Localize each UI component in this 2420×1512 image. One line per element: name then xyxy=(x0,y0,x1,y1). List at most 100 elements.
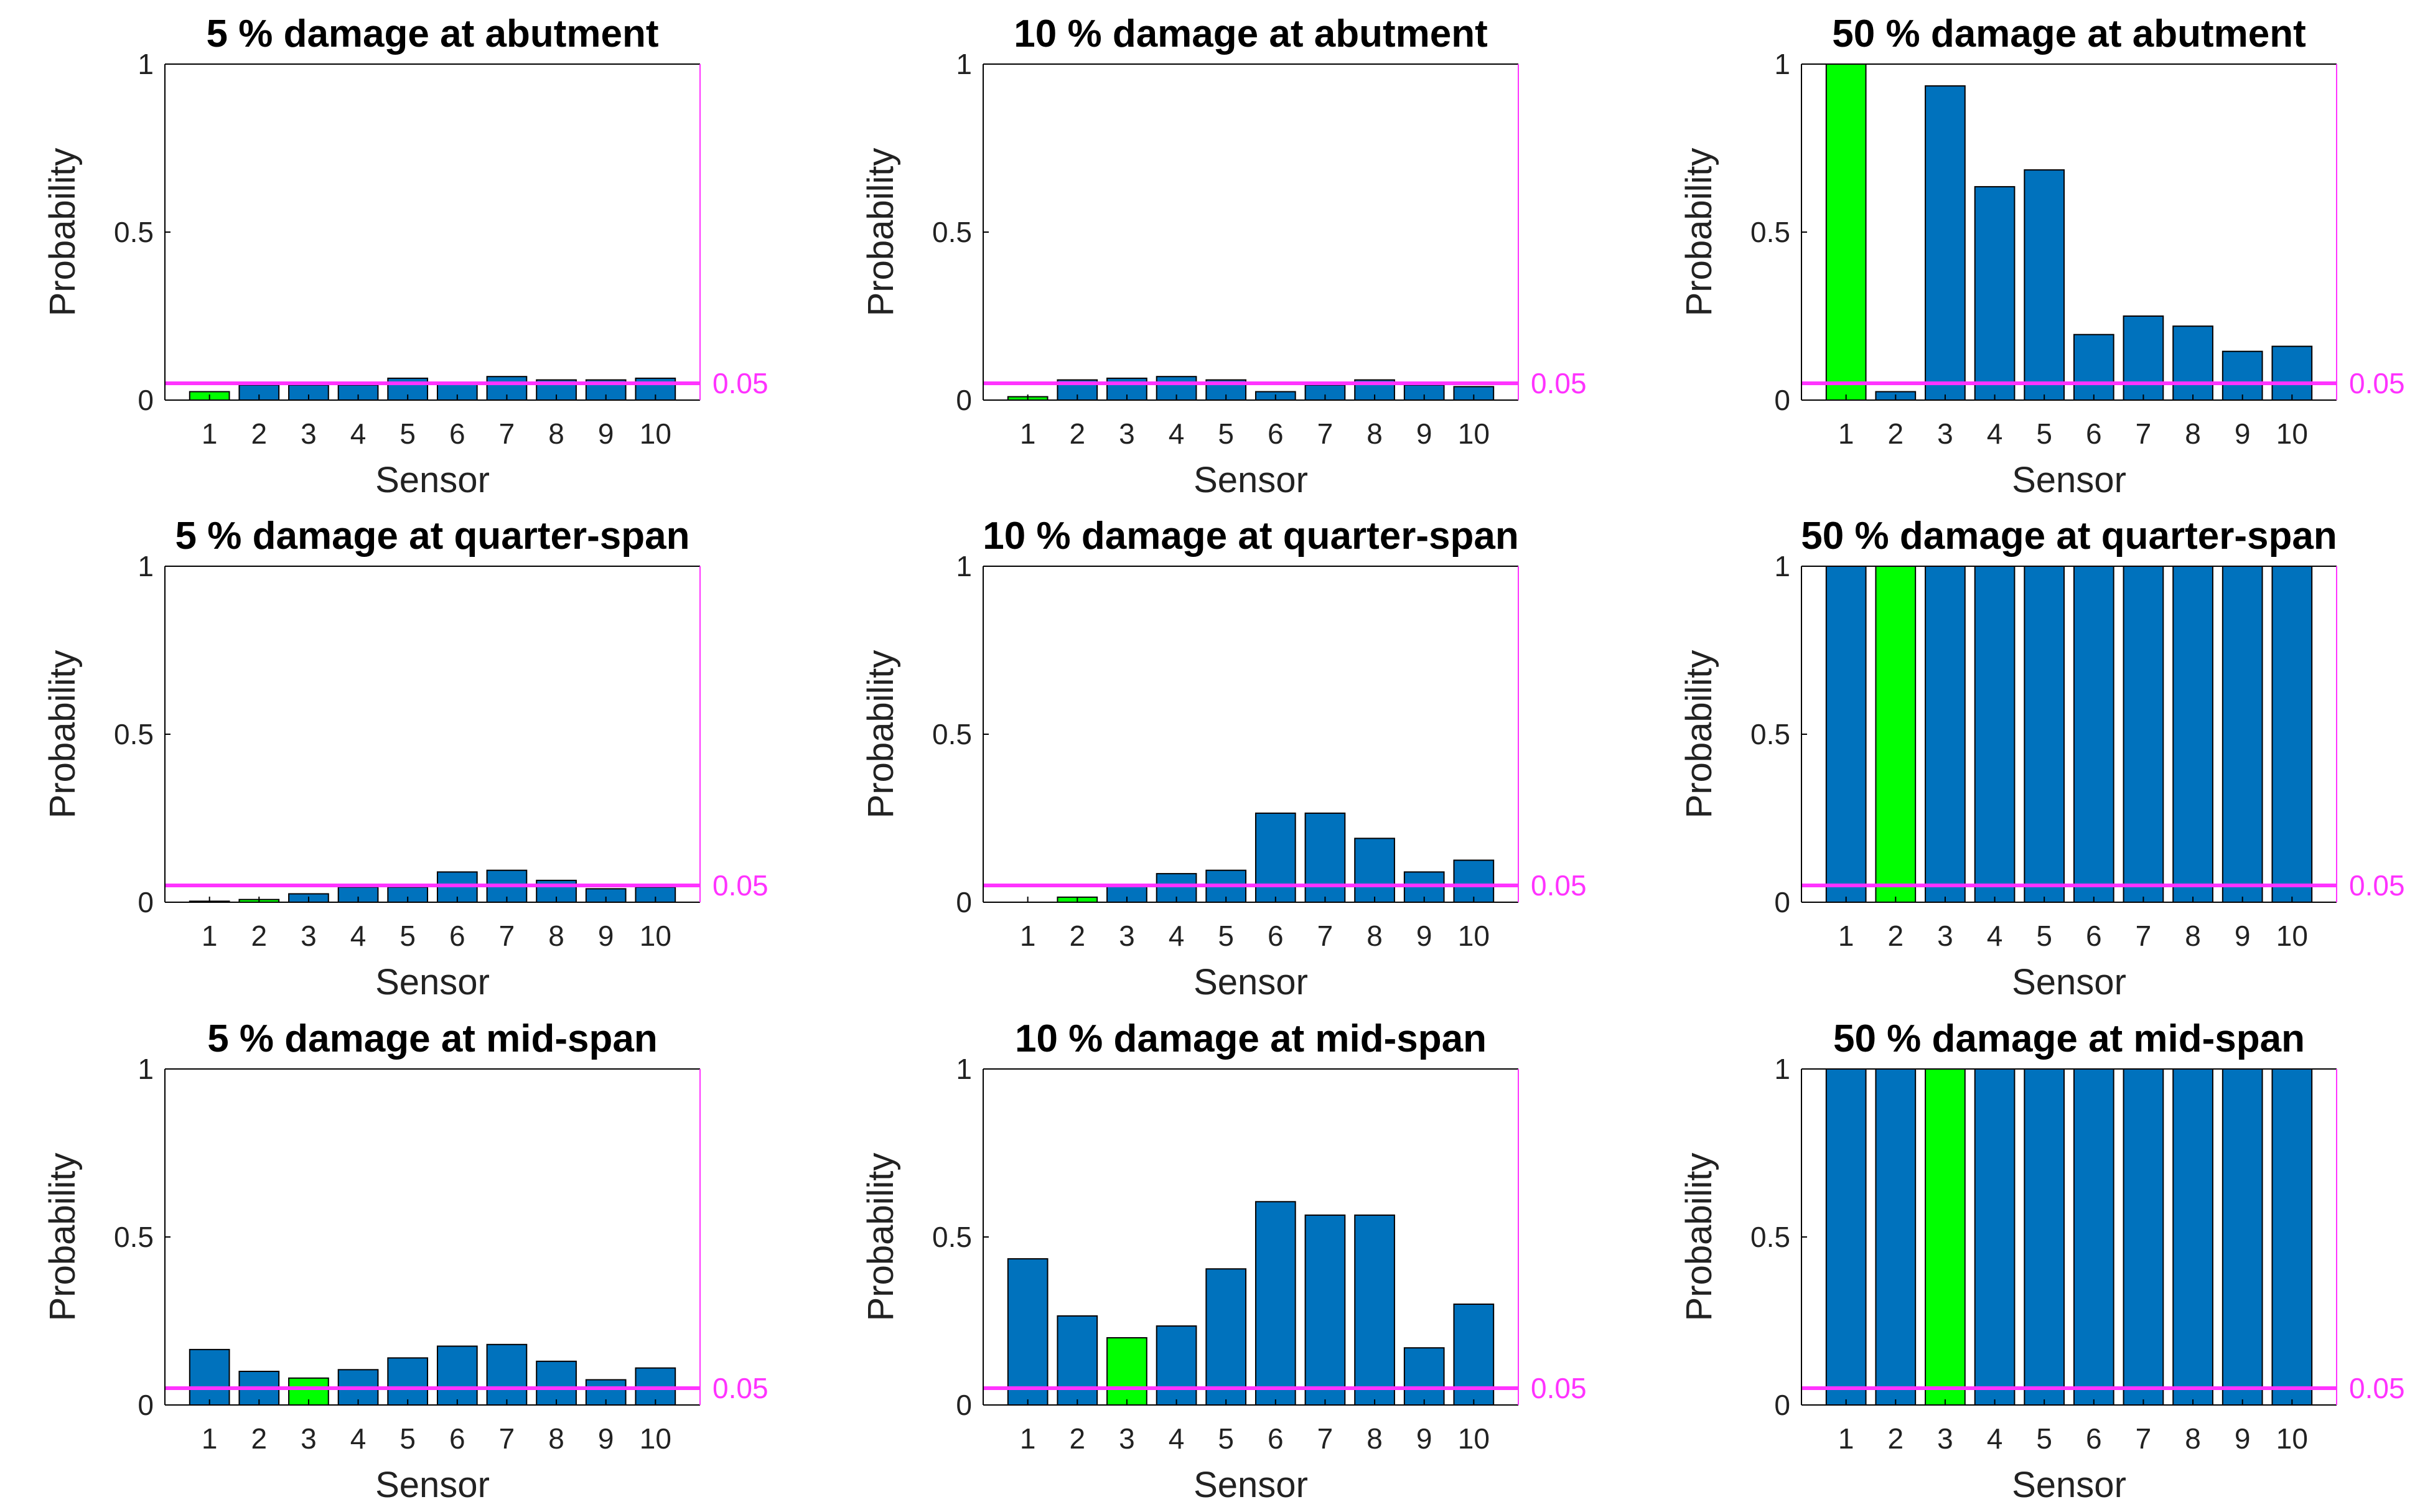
x-tick-label: 1 xyxy=(1020,1422,1036,1455)
x-tick-label: 8 xyxy=(2185,418,2201,450)
bar xyxy=(2271,1068,2313,1406)
x-tick-label: 7 xyxy=(2136,418,2152,450)
x-tick-label: 3 xyxy=(1937,920,1953,952)
bar xyxy=(1254,812,1296,903)
x-tick-label: 5 xyxy=(399,1422,416,1455)
x-tick-label: 6 xyxy=(1268,418,1284,450)
x-tick-label: 3 xyxy=(1937,418,1953,450)
y-tick-label: 1 xyxy=(956,1053,972,1085)
bar xyxy=(1974,1068,2016,1406)
y-axis-label: Probability xyxy=(42,650,83,819)
x-axis-label: Sensor xyxy=(1194,460,1308,500)
x-axis-label: Sensor xyxy=(2012,962,2126,1002)
x-tick-label: 6 xyxy=(449,920,465,952)
x-tick-label: 1 xyxy=(1838,1422,1854,1455)
subplot: 0 0.5 1 1 2 3 4 5 6 7 8 9 10 0.05 50 % damage at abutm… xyxy=(1679,12,2405,500)
x-tick-label: 2 xyxy=(1069,920,1085,952)
bar xyxy=(2123,566,2164,903)
y-tick-label: 0 xyxy=(1774,384,1790,416)
threshold-label: 0.05 xyxy=(1531,1372,1587,1404)
chart-title: 50 % damage at abutment xyxy=(1832,12,2306,55)
x-tick-label: 3 xyxy=(301,1422,317,1455)
bar xyxy=(2123,1068,2164,1406)
y-tick-label: 1 xyxy=(138,550,154,582)
threshold-label: 0.05 xyxy=(712,1372,769,1404)
y-tick-label: 0 xyxy=(956,1389,972,1421)
x-tick-label: 8 xyxy=(1367,920,1383,952)
bar xyxy=(2221,566,2263,903)
chart-title: 5 % damage at abutment xyxy=(207,12,659,55)
bar xyxy=(2073,1068,2114,1406)
bar xyxy=(1825,63,1867,401)
bar xyxy=(2024,1068,2065,1406)
bar xyxy=(1925,1068,1966,1406)
x-tick-label: 10 xyxy=(2276,1422,2308,1455)
x-tick-label: 4 xyxy=(350,418,367,450)
y-axis-label: Probability xyxy=(42,148,83,317)
bar xyxy=(1974,186,2016,401)
x-axis-label: Sensor xyxy=(1194,962,1308,1002)
x-tick-label: 8 xyxy=(548,1422,564,1455)
x-tick-label: 4 xyxy=(1169,1422,1185,1455)
y-tick-label: 1 xyxy=(1774,48,1790,80)
bar xyxy=(2271,345,2313,401)
chart-title: 10 % damage at abutment xyxy=(1014,12,1487,55)
subplot: 00.511 2 3 4 5 6 7 8 9 100.055 % damage at mid-sp… xyxy=(42,1017,769,1505)
y-tick-label: 1 xyxy=(956,48,972,80)
x-tick-label: 3 xyxy=(301,920,317,952)
x-axis-label: Sensor xyxy=(2012,1465,2126,1505)
subplot: 0 0.5 1 1 2 3 4 5 6 7 8 9 10 0.05 10 % damage at quart… xyxy=(861,515,1587,1002)
x-tick-label: 7 xyxy=(1317,418,1334,450)
x-tick-label: 1 xyxy=(202,418,218,450)
y-tick-label: 1 xyxy=(1774,550,1790,582)
bar xyxy=(1925,566,1966,903)
bar xyxy=(1254,1201,1296,1406)
x-tick-label: 5 xyxy=(2036,418,2052,450)
y-tick-label: 0 xyxy=(1774,1389,1790,1421)
bar xyxy=(2073,334,2114,401)
bar xyxy=(1403,1347,1445,1406)
bar xyxy=(1057,1315,1098,1406)
x-tick-label: 2 xyxy=(251,1422,267,1455)
y-tick-label: 1 xyxy=(956,550,972,582)
y-tick-label: 0 xyxy=(956,886,972,918)
x-tick-label: 5 xyxy=(1218,920,1234,952)
bar xyxy=(1925,85,1966,401)
chart-title: 5 % damage at quarter-span xyxy=(175,515,690,558)
y-tick-label: 0 xyxy=(138,1389,154,1421)
x-tick-label: 2 xyxy=(1887,1422,1904,1455)
x-tick-label: 3 xyxy=(1937,1422,1953,1455)
threshold-label: 0.05 xyxy=(1531,869,1587,902)
x-axis-label: Sensor xyxy=(375,1465,490,1505)
y-tick-label: 1 xyxy=(138,48,154,80)
x-tick-label: 7 xyxy=(499,1422,515,1455)
y-axis-label: Probability xyxy=(861,148,901,317)
chart-title: 5 % damage at mid-span xyxy=(207,1017,658,1060)
y-tick-label: 0 xyxy=(138,384,154,416)
y-tick-label: 0.5 xyxy=(1750,216,1790,248)
bar xyxy=(486,1343,528,1406)
x-tick-label: 6 xyxy=(2086,1422,2102,1455)
bar xyxy=(1825,566,1867,903)
chart-title: 10 % damage at mid-span xyxy=(1015,1017,1487,1060)
bar xyxy=(1875,1068,1917,1406)
chart-title: 50 % damage at quarter-span xyxy=(1801,515,2337,558)
y-tick-label: 0.5 xyxy=(1750,1221,1790,1253)
y-axis-label: Probability xyxy=(1679,1153,1719,1322)
threshold-label: 0.05 xyxy=(1531,367,1587,399)
x-tick-label: 9 xyxy=(2235,920,2251,952)
x-tick-label: 10 xyxy=(2276,418,2308,450)
x-tick-label: 9 xyxy=(1416,418,1432,450)
x-tick-label: 7 xyxy=(499,920,515,952)
bar xyxy=(2172,325,2213,401)
bar xyxy=(2024,169,2065,401)
bar xyxy=(2271,566,2313,903)
x-tick-label: 8 xyxy=(1367,418,1383,450)
x-tick-label: 6 xyxy=(1268,1422,1284,1455)
y-tick-label: 0.5 xyxy=(932,1221,972,1253)
x-tick-label: 2 xyxy=(251,418,267,450)
x-tick-label: 1 xyxy=(1020,920,1036,952)
bar xyxy=(436,1345,478,1406)
x-tick-label: 2 xyxy=(1069,418,1085,450)
